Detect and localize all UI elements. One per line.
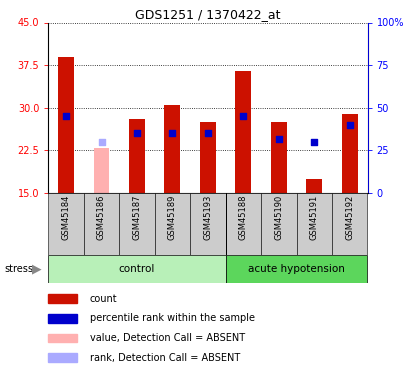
Text: count: count: [90, 294, 118, 304]
Text: control: control: [119, 264, 155, 274]
Bar: [48, 314, 77, 323]
Bar: [165, 105, 181, 193]
Bar: [261, 193, 297, 255]
Text: GSM45189: GSM45189: [168, 195, 177, 240]
Text: percentile rank within the sample: percentile rank within the sample: [90, 313, 255, 323]
Point: [311, 139, 318, 145]
Text: GSM45191: GSM45191: [310, 195, 319, 240]
Bar: [342, 114, 358, 193]
Bar: [155, 193, 190, 255]
Bar: [94, 148, 110, 193]
Point: [98, 139, 105, 145]
Point: [346, 122, 353, 128]
Bar: [48, 193, 84, 255]
Bar: [297, 193, 332, 255]
Bar: [226, 255, 368, 283]
Point: [205, 130, 211, 136]
Text: ▶: ▶: [32, 262, 41, 276]
Point: [240, 113, 247, 119]
Bar: [119, 193, 155, 255]
Text: GSM45193: GSM45193: [203, 195, 213, 240]
Bar: [58, 57, 74, 193]
Bar: [306, 179, 322, 193]
Text: GSM45188: GSM45188: [239, 195, 248, 240]
Bar: [48, 333, 77, 342]
Point: [63, 113, 69, 119]
Bar: [226, 193, 261, 255]
Bar: [200, 122, 216, 193]
Bar: [48, 255, 226, 283]
Bar: [332, 193, 368, 255]
Text: rank, Detection Call = ABSENT: rank, Detection Call = ABSENT: [90, 352, 240, 363]
Text: value, Detection Call = ABSENT: value, Detection Call = ABSENT: [90, 333, 245, 343]
Point: [169, 130, 176, 136]
Bar: [84, 193, 119, 255]
Bar: [129, 119, 145, 193]
Title: GDS1251 / 1370422_at: GDS1251 / 1370422_at: [135, 8, 281, 21]
Text: GSM45192: GSM45192: [345, 195, 354, 240]
Text: GSM45187: GSM45187: [132, 195, 142, 240]
Point: [134, 130, 140, 136]
Bar: [271, 122, 287, 193]
Text: GSM45186: GSM45186: [97, 195, 106, 240]
Bar: [190, 193, 226, 255]
Bar: [48, 353, 77, 362]
Text: GSM45184: GSM45184: [62, 195, 71, 240]
Point: [276, 136, 282, 142]
Bar: [48, 294, 77, 303]
Text: stress: stress: [4, 264, 33, 274]
Text: acute hypotension: acute hypotension: [248, 264, 345, 274]
Text: GSM45190: GSM45190: [274, 195, 284, 240]
Bar: [235, 71, 251, 193]
